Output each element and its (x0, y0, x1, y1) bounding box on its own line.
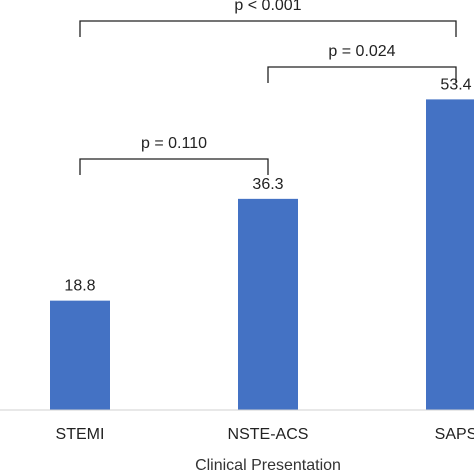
x-tick-label-nste-acs: NSTE-ACS (228, 426, 309, 443)
bar-stemi (50, 300, 110, 410)
bar-nste-acs (238, 198, 298, 410)
x-tick-labels: STEMI NSTE-ACS SAPS (56, 426, 474, 443)
bars (50, 99, 474, 410)
bar-saps (426, 99, 474, 410)
bracket-nste-acs-saps (267, 66, 457, 83)
p-value-stemi-saps: p < 0.001 (234, 0, 301, 14)
significance-brackets: p = 0.110 p = 0.024 p < 0.001 (79, 0, 457, 175)
bracket-stemi-saps (79, 20, 457, 37)
p-value-nste-acs-saps: p = 0.024 (328, 43, 395, 60)
x-axis-title: Clinical Presentation (195, 457, 341, 474)
data-label-stemi: 18.8 (64, 278, 95, 295)
x-tick-label-saps: SAPS (435, 426, 474, 443)
bracket-stemi-nste-acs (79, 158, 269, 175)
p-value-stemi-nste-acs: p = 0.110 (141, 135, 207, 152)
data-label-nste-acs: 36.3 (252, 176, 283, 193)
data-label-saps: 53.4 (440, 76, 471, 93)
data-labels: 18.8 36.3 53.4 (64, 76, 471, 294)
x-tick-label-stemi: STEMI (56, 426, 105, 443)
